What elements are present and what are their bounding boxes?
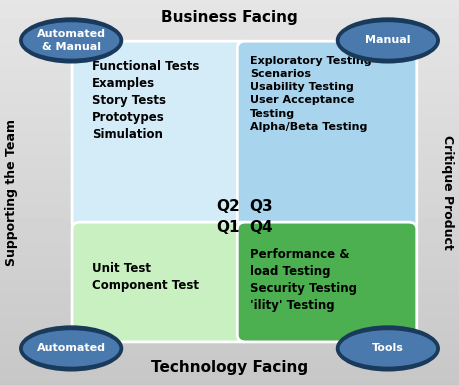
Text: Q2: Q2 <box>216 199 240 214</box>
Ellipse shape <box>22 329 121 368</box>
Ellipse shape <box>338 329 437 368</box>
Text: Q3: Q3 <box>249 199 273 214</box>
Text: Automated
& Manual: Automated & Manual <box>37 29 106 52</box>
Text: Supporting the Team: Supporting the Team <box>5 119 18 266</box>
FancyBboxPatch shape <box>237 222 417 342</box>
Text: Q1: Q1 <box>217 220 240 235</box>
Ellipse shape <box>19 325 123 372</box>
Ellipse shape <box>336 17 440 64</box>
Text: Performance &
load Testing
Security Testing
'ility' Testing: Performance & load Testing Security Test… <box>250 248 357 312</box>
FancyBboxPatch shape <box>237 41 417 230</box>
FancyBboxPatch shape <box>72 222 252 342</box>
Text: Functional Tests
Examples
Story Tests
Prototypes
Simulation: Functional Tests Examples Story Tests Pr… <box>92 60 199 141</box>
Ellipse shape <box>336 325 440 372</box>
Text: Exploratory Testing
Scenarios
Usability Testing
User Acceptance
Testing
Alpha/Be: Exploratory Testing Scenarios Usability … <box>250 56 372 132</box>
Ellipse shape <box>22 21 121 60</box>
Text: Tools: Tools <box>372 343 404 353</box>
Text: Business Facing: Business Facing <box>161 10 298 25</box>
Text: Automated: Automated <box>37 343 106 353</box>
Ellipse shape <box>19 17 123 64</box>
Ellipse shape <box>338 21 437 60</box>
Text: Unit Test
Component Test: Unit Test Component Test <box>92 262 199 292</box>
Text: Manual: Manual <box>365 35 411 45</box>
FancyBboxPatch shape <box>72 41 252 230</box>
Text: Q4: Q4 <box>249 220 273 235</box>
Text: Critique Product: Critique Product <box>441 135 454 250</box>
Text: Technology Facing: Technology Facing <box>151 360 308 375</box>
